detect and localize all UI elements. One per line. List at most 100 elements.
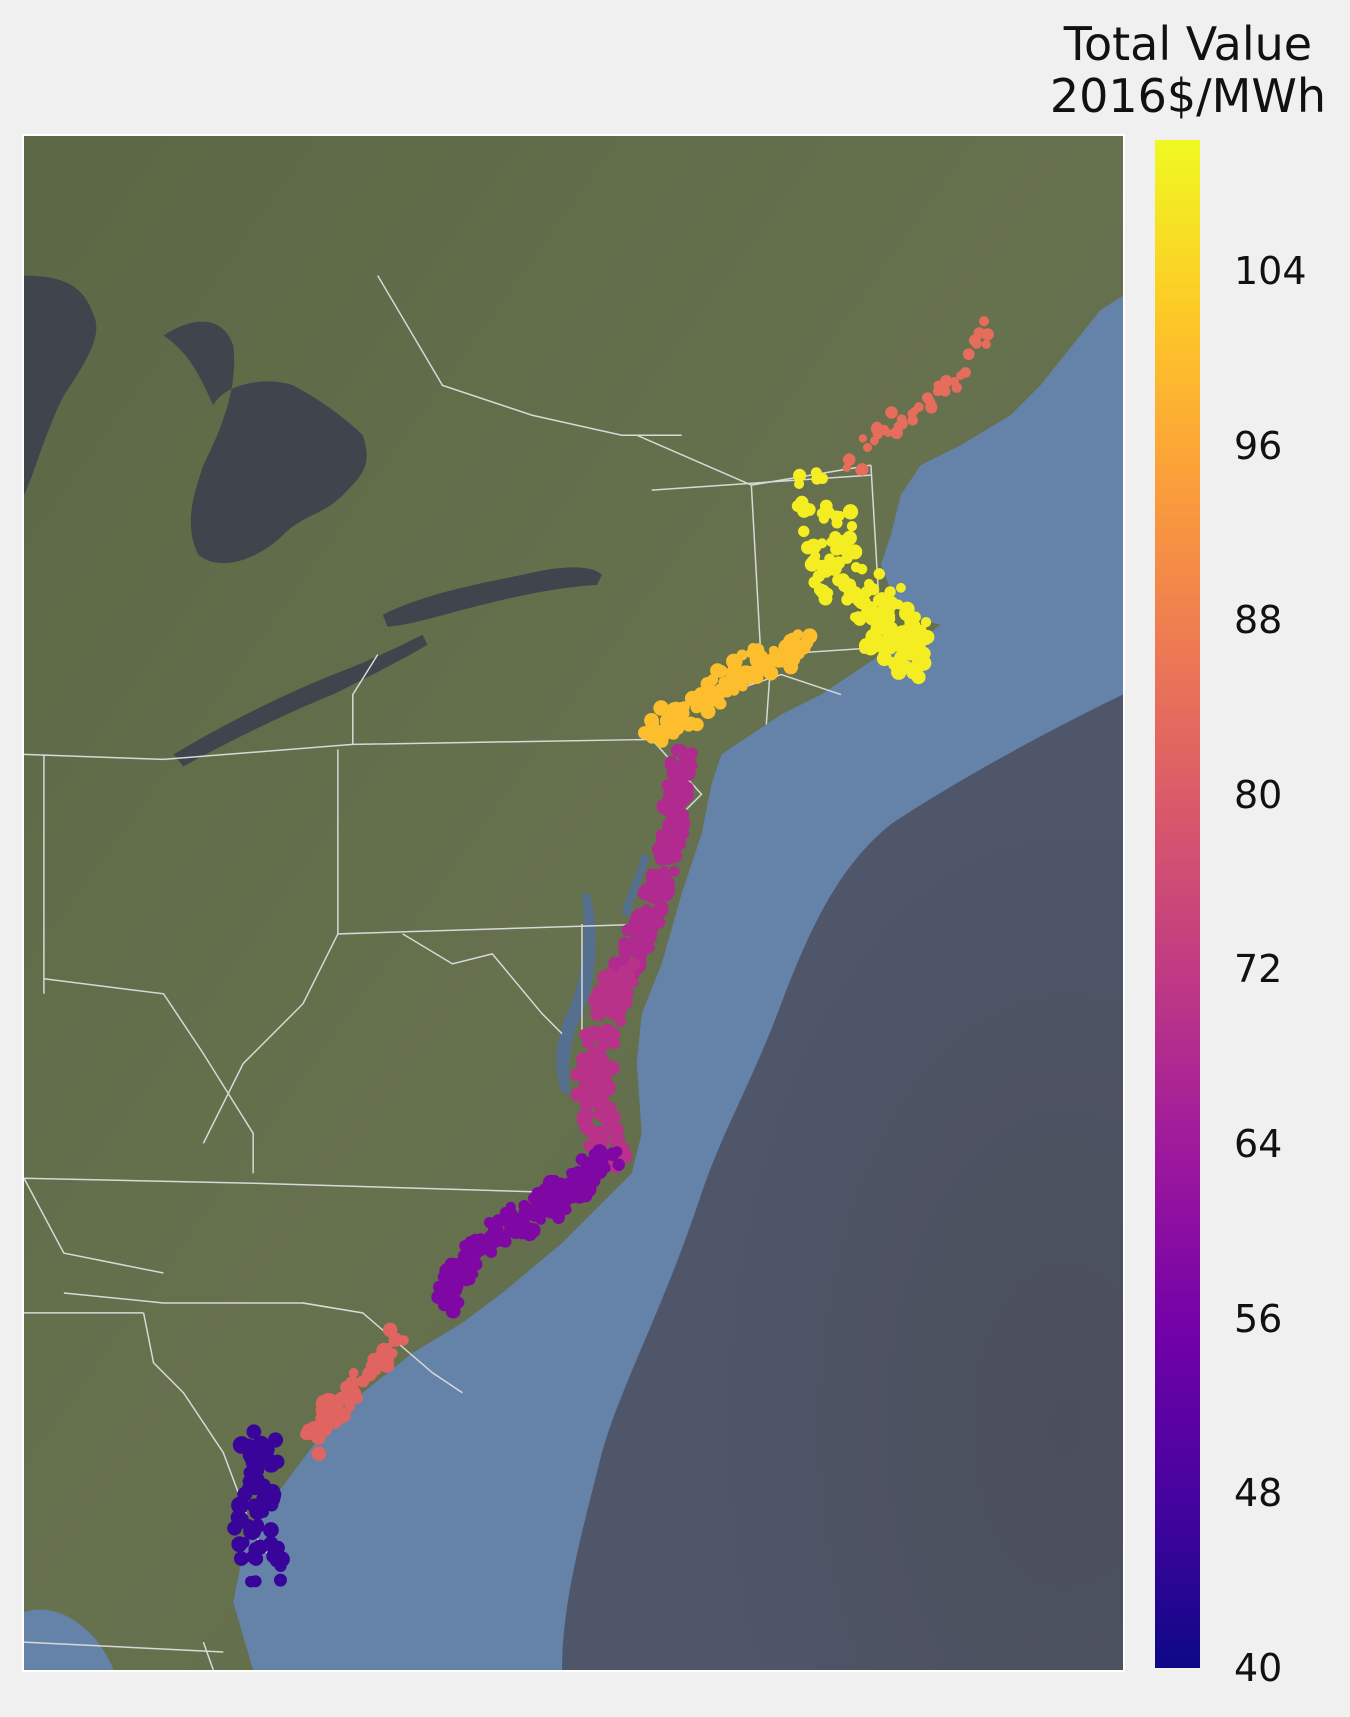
- data-point-new-jersey: [659, 866, 670, 876]
- data-point-gulf-of-maine: [885, 406, 898, 419]
- data-point-georgia: [231, 1496, 249, 1515]
- data-point-delmarva-virginia: [614, 1015, 627, 1027]
- data-point-outer-banks: [527, 1192, 540, 1204]
- data-point-cape-cod-nantucket: [904, 662, 915, 673]
- data-point-south-carolina: [311, 1446, 327, 1461]
- data-point-new-jersey: [645, 879, 658, 893]
- data-point-georgia: [246, 1424, 262, 1440]
- data-point-georgia: [243, 1449, 256, 1462]
- data-point-delmarva-virginia: [610, 1134, 626, 1149]
- data-point-south-carolina: [301, 1423, 317, 1439]
- data-point-outer-banks: [565, 1167, 577, 1179]
- data-point-cape-cod-nantucket: [868, 642, 879, 654]
- data-point-cape-cod-nantucket: [829, 531, 842, 544]
- data-point-gulf-of-maine: [981, 339, 991, 349]
- lake-ontario: [382, 567, 602, 627]
- data-point-new-jersey: [685, 747, 698, 760]
- map-frame[interactable]: [22, 134, 1125, 1672]
- data-point-outer-banks: [538, 1206, 550, 1218]
- data-point-cape-cod-nantucket: [911, 670, 926, 685]
- data-point-gulf-of-maine: [960, 367, 971, 378]
- data-point-outer-banks: [542, 1174, 559, 1191]
- data-point-outer-banks: [579, 1189, 593, 1203]
- data-point-north-carolina-south: [450, 1295, 463, 1308]
- data-point-gulf-of-maine: [913, 402, 924, 413]
- data-points: [227, 316, 994, 1588]
- data-point-south-carolina: [365, 1359, 380, 1373]
- data-point-north-carolina-south: [483, 1217, 496, 1229]
- data-point-georgia: [243, 1466, 256, 1479]
- data-point-delmarva-virginia: [617, 994, 633, 1010]
- deep-ocean: [562, 694, 1123, 1670]
- data-point-new-jersey: [655, 829, 667, 840]
- lake-michigan: [24, 275, 97, 496]
- data-point-outer-banks: [600, 1162, 611, 1173]
- data-point-north-carolina-south: [458, 1268, 474, 1284]
- data-point-gulf-of-maine: [973, 327, 986, 340]
- data-point-long-island-sound: [729, 685, 740, 696]
- colorbar-tick-label: 56: [1234, 1296, 1283, 1341]
- data-point-cape-cod-nantucket: [850, 562, 862, 573]
- data-point-outer-banks: [518, 1206, 533, 1221]
- data-point-delmarva-virginia: [595, 1125, 606, 1136]
- data-point-long-island-sound: [715, 665, 728, 678]
- data-point-cape-cod-nantucket: [846, 520, 858, 532]
- delaware-bay: [621, 854, 650, 916]
- data-point-georgia: [257, 1440, 275, 1458]
- data-point-cape-cod-nantucket: [842, 530, 857, 546]
- data-point-gulf-of-maine: [925, 401, 938, 414]
- data-point-outer-banks: [590, 1168, 600, 1179]
- data-point-long-island-sound: [670, 719, 680, 729]
- data-point-cape-cod-nantucket: [811, 473, 823, 485]
- data-point-delmarva-virginia: [578, 1069, 592, 1083]
- data-point-north-carolina-south: [492, 1231, 509, 1247]
- data-point-cape-cod-nantucket: [841, 552, 853, 564]
- data-point-new-jersey: [676, 767, 689, 781]
- data-point-georgia: [250, 1519, 265, 1534]
- data-point-outer-banks: [518, 1220, 534, 1237]
- data-point-long-island-sound: [731, 670, 742, 682]
- data-point-outer-banks: [612, 1158, 625, 1171]
- data-point-outer-banks: [611, 1146, 623, 1158]
- data-point-new-jersey: [671, 849, 682, 860]
- colorbar-tick-label: 64: [1234, 1122, 1283, 1167]
- data-point-georgia: [251, 1506, 264, 1518]
- data-point-georgia: [233, 1551, 249, 1566]
- data-point-cape-cod-nantucket: [820, 589, 831, 600]
- data-point-delmarva-virginia: [594, 1008, 606, 1019]
- data-point-gulf-of-maine: [862, 442, 873, 453]
- data-point-long-island-sound: [714, 683, 725, 694]
- data-point-delmarva-virginia: [604, 967, 615, 978]
- data-point-delmarva-virginia: [607, 1027, 621, 1041]
- data-point-cape-cod-nantucket: [816, 538, 828, 549]
- data-point-cape-cod-nantucket: [880, 611, 893, 624]
- data-point-cape-cod-nantucket: [917, 629, 930, 642]
- data-point-gulf-of-maine: [872, 428, 884, 440]
- data-point-georgia: [238, 1537, 250, 1549]
- data-point-long-island-sound: [690, 717, 704, 732]
- data-point-delmarva-virginia: [607, 997, 619, 1010]
- data-point-delmarva-virginia: [583, 1140, 595, 1152]
- data-point-gulf-of-maine: [842, 453, 856, 466]
- data-point-cape-cod-nantucket: [798, 525, 810, 538]
- data-point-new-jersey: [621, 923, 634, 937]
- data-point-gulf-of-maine: [978, 316, 990, 327]
- data-point-gulf-of-maine: [907, 409, 917, 419]
- data-point-gulf-of-maine: [921, 392, 934, 404]
- data-point-delmarva-virginia: [611, 985, 624, 999]
- data-point-delmarva-virginia: [601, 1109, 615, 1123]
- data-point-outer-banks: [551, 1191, 562, 1202]
- data-point-georgia: [273, 1573, 287, 1587]
- gulf-water: [24, 1609, 114, 1670]
- colorbar-tick-label: 72: [1234, 947, 1283, 992]
- data-point-north-carolina-south: [479, 1236, 491, 1249]
- data-point-outer-banks: [558, 1191, 572, 1205]
- data-point-long-island-sound: [802, 628, 818, 644]
- data-point-new-jersey: [683, 756, 697, 770]
- data-point-gulf-of-maine: [932, 386, 943, 397]
- data-point-gulf-of-maine: [858, 434, 868, 443]
- data-point-long-island-sound: [745, 665, 761, 681]
- data-point-new-jersey: [654, 901, 669, 916]
- data-point-delmarva-virginia: [608, 1121, 623, 1136]
- data-point-new-jersey: [672, 819, 685, 832]
